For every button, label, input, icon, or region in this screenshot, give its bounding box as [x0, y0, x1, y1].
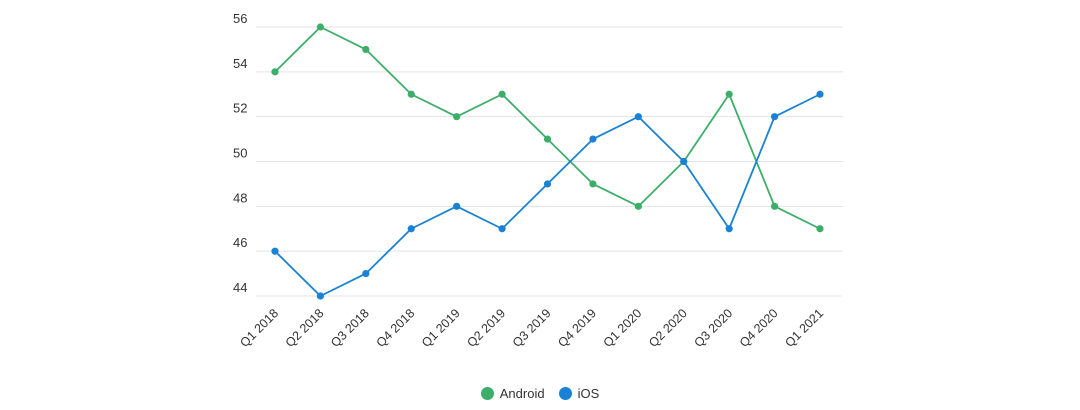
data-point	[770, 113, 779, 121]
data-point	[362, 45, 370, 54]
data-point	[634, 113, 642, 121]
legend-marker	[558, 387, 572, 400]
y-axis-ticks: 44 46 48 50 52 54 56	[233, 11, 247, 295]
x-tick-label: Q3 2020	[691, 306, 735, 350]
series-line	[274, 26, 821, 230]
data-point	[498, 90, 506, 98]
legend-label: iOS	[577, 386, 600, 401]
data-point	[271, 247, 279, 255]
x-tick-label: Q4 2019	[555, 306, 599, 350]
legend: Android iOS	[0, 386, 1080, 401]
data-point	[316, 23, 325, 31]
data-point	[407, 225, 415, 233]
x-axis-ticks: Q1 2018 Q2 2018 Q3 2018 Q4 2018 Q1 2019 Q2 20…	[237, 306, 826, 350]
data-point	[634, 202, 642, 210]
data-point	[543, 135, 552, 143]
y-tick-label: 44	[233, 280, 247, 295]
y-tick-label: 52	[233, 101, 247, 116]
data-point	[770, 202, 779, 210]
data-point	[816, 90, 824, 98]
legend-item-ios[interactable]: iOS	[558, 386, 600, 401]
y-tick-label: 50	[233, 146, 247, 161]
x-tick-label: Q4 2020	[737, 306, 781, 350]
data-point	[725, 225, 733, 233]
series-layer	[271, 23, 824, 300]
grid-layer	[256, 26, 843, 297]
data-point	[589, 180, 597, 188]
data-point	[453, 202, 461, 210]
x-tick-label: Q2 2020	[646, 306, 690, 350]
data-point	[589, 135, 597, 143]
y-tick-label: 56	[233, 11, 247, 26]
data-point	[316, 292, 325, 300]
data-point	[362, 269, 370, 278]
x-tick-label: Q2 2018	[283, 306, 327, 350]
x-tick-label: Q1 2018	[237, 306, 281, 350]
data-point	[498, 225, 506, 233]
data-point	[543, 180, 552, 188]
x-tick-label: Q4 2018	[374, 306, 418, 350]
x-tick-label: Q1 2020	[601, 306, 645, 350]
series-line	[274, 93, 821, 297]
x-tick-label: Q3 2018	[328, 306, 372, 350]
y-tick-label: 54	[233, 56, 247, 71]
legend-item-android[interactable]: Android	[480, 386, 545, 401]
x-tick-label: Q1 2019	[419, 306, 463, 350]
data-point	[271, 68, 279, 76]
data-point	[816, 225, 824, 233]
x-tick-label: Q1 2021	[782, 306, 826, 350]
series-ios	[271, 90, 824, 300]
x-tick-label: Q2 2019	[464, 306, 508, 350]
y-tick-label: 46	[233, 235, 247, 250]
y-tick-label: 48	[233, 190, 247, 205]
data-point	[407, 90, 415, 98]
data-point	[680, 157, 688, 166]
data-point	[453, 113, 461, 121]
legend-label: Android	[499, 386, 545, 401]
data-point	[725, 90, 733, 98]
x-tick-label: Q3 2019	[510, 306, 554, 350]
legend-marker	[480, 387, 494, 400]
